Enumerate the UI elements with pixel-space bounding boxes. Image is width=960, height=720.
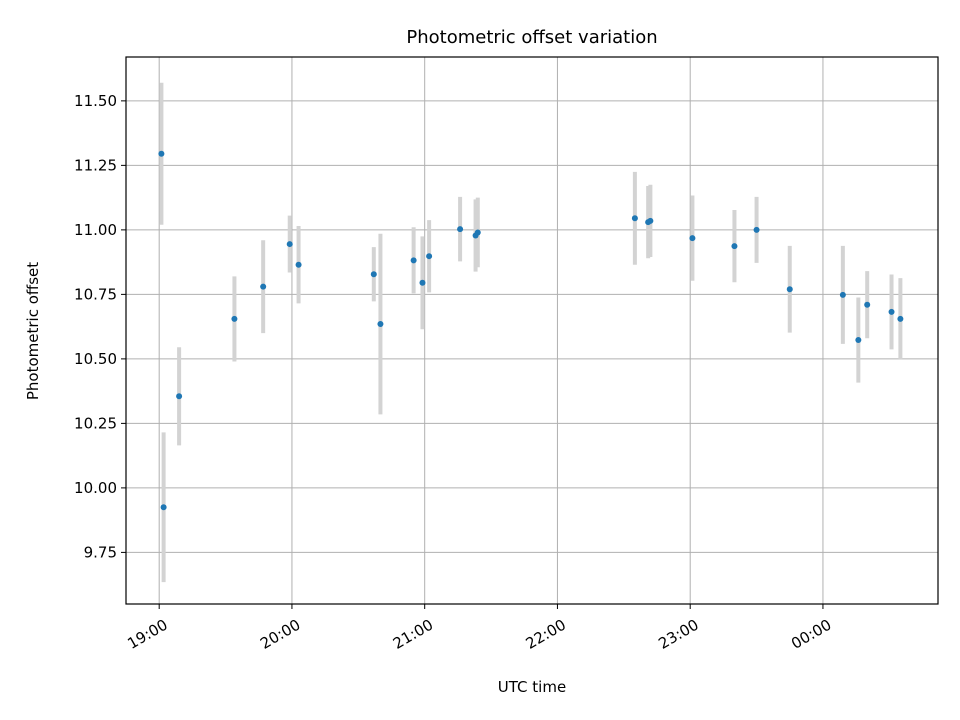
data-point	[231, 315, 238, 322]
data-point	[457, 226, 464, 233]
y-tick-label: 10.75	[74, 285, 117, 303]
y-tick-label: 11.50	[74, 92, 117, 110]
data-point	[370, 271, 377, 278]
y-tick-label: 10.50	[74, 350, 117, 368]
x-axis-title: UTC time	[498, 678, 566, 696]
data-points	[158, 150, 904, 511]
y-axis-ticks: 9.75 10.00 10.25 10.50 10.75 11.00 11.25 11.50	[74, 92, 126, 561]
data-point	[410, 257, 417, 264]
data-point	[426, 253, 433, 260]
data-point	[176, 393, 183, 400]
chart-title: Photometric offset variation	[406, 27, 657, 48]
data-point	[419, 279, 426, 286]
y-axis-title: Photometric offset	[24, 262, 42, 400]
y-tick-label: 9.75	[84, 543, 117, 561]
data-point	[689, 235, 696, 242]
y-tick-label: 11.00	[74, 221, 117, 239]
data-point	[474, 229, 481, 236]
data-point	[753, 226, 760, 233]
data-point	[260, 283, 267, 290]
data-point	[839, 291, 846, 298]
plot-frame	[125, 56, 939, 605]
data-point	[786, 286, 793, 293]
data-point	[286, 241, 293, 248]
data-point	[888, 308, 895, 315]
data-point	[158, 150, 165, 157]
data-point	[160, 504, 167, 511]
data-point	[731, 243, 738, 250]
data-point	[855, 337, 862, 344]
data-point	[377, 321, 384, 328]
y-tick-label: 10.25	[74, 414, 117, 432]
y-tick-label: 10.00	[74, 479, 117, 497]
data-point	[631, 215, 638, 222]
y-tick-label: 11.25	[74, 156, 117, 174]
data-point	[864, 301, 871, 308]
data-point	[897, 315, 904, 322]
data-point	[647, 217, 654, 224]
data-point	[295, 261, 302, 268]
